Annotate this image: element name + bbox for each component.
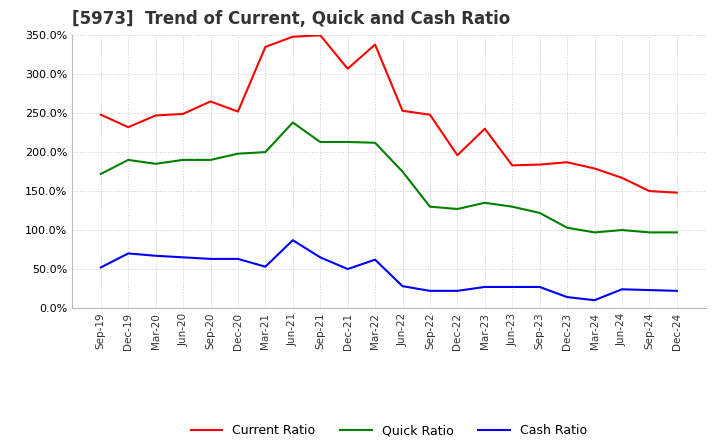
Quick Ratio <box>289 120 297 125</box>
Cash Ratio <box>590 297 599 303</box>
Legend: Current Ratio, Quick Ratio, Cash Ratio: Current Ratio, Quick Ratio, Cash Ratio <box>184 418 593 440</box>
Current Ratio <box>480 126 489 132</box>
Quick Ratio <box>426 204 434 209</box>
Quick Ratio <box>206 157 215 162</box>
Quick Ratio <box>480 200 489 205</box>
Current Ratio <box>151 113 160 118</box>
Quick Ratio <box>618 227 626 233</box>
Line: Cash Ratio: Cash Ratio <box>101 240 677 300</box>
Quick Ratio <box>398 169 407 174</box>
Cash Ratio <box>426 288 434 293</box>
Quick Ratio <box>672 230 681 235</box>
Quick Ratio <box>536 210 544 216</box>
Cash Ratio <box>151 253 160 258</box>
Current Ratio <box>672 190 681 195</box>
Current Ratio <box>508 163 516 168</box>
Quick Ratio <box>124 157 132 162</box>
Line: Current Ratio: Current Ratio <box>101 35 677 193</box>
Quick Ratio <box>343 139 352 145</box>
Current Ratio <box>289 34 297 40</box>
Cash Ratio <box>508 284 516 290</box>
Quick Ratio <box>151 161 160 166</box>
Cash Ratio <box>206 256 215 261</box>
Quick Ratio <box>316 139 325 145</box>
Cash Ratio <box>96 265 105 270</box>
Quick Ratio <box>508 204 516 209</box>
Current Ratio <box>563 160 572 165</box>
Cash Ratio <box>563 294 572 300</box>
Cash Ratio <box>480 284 489 290</box>
Current Ratio <box>618 175 626 180</box>
Current Ratio <box>233 109 242 114</box>
Quick Ratio <box>590 230 599 235</box>
Quick Ratio <box>96 171 105 176</box>
Cash Ratio <box>179 255 187 260</box>
Cash Ratio <box>453 288 462 293</box>
Quick Ratio <box>453 206 462 212</box>
Line: Quick Ratio: Quick Ratio <box>101 122 677 232</box>
Quick Ratio <box>645 230 654 235</box>
Cash Ratio <box>233 256 242 261</box>
Current Ratio <box>179 111 187 117</box>
Current Ratio <box>426 112 434 117</box>
Text: [5973]  Trend of Current, Quick and Cash Ratio: [5973] Trend of Current, Quick and Cash … <box>72 10 510 28</box>
Cash Ratio <box>371 257 379 262</box>
Quick Ratio <box>563 225 572 231</box>
Current Ratio <box>645 188 654 194</box>
Cash Ratio <box>261 264 270 269</box>
Cash Ratio <box>124 251 132 256</box>
Quick Ratio <box>233 151 242 156</box>
Current Ratio <box>453 153 462 158</box>
Current Ratio <box>124 125 132 130</box>
Current Ratio <box>343 66 352 71</box>
Current Ratio <box>536 162 544 167</box>
Cash Ratio <box>536 284 544 290</box>
Cash Ratio <box>316 255 325 260</box>
Cash Ratio <box>645 287 654 293</box>
Current Ratio <box>261 44 270 50</box>
Current Ratio <box>590 166 599 171</box>
Quick Ratio <box>179 157 187 162</box>
Current Ratio <box>206 99 215 104</box>
Current Ratio <box>96 112 105 117</box>
Current Ratio <box>398 108 407 114</box>
Cash Ratio <box>398 283 407 289</box>
Cash Ratio <box>672 288 681 293</box>
Cash Ratio <box>289 238 297 243</box>
Quick Ratio <box>261 150 270 155</box>
Quick Ratio <box>371 140 379 145</box>
Current Ratio <box>371 42 379 47</box>
Cash Ratio <box>343 266 352 271</box>
Current Ratio <box>316 33 325 38</box>
Cash Ratio <box>618 286 626 292</box>
